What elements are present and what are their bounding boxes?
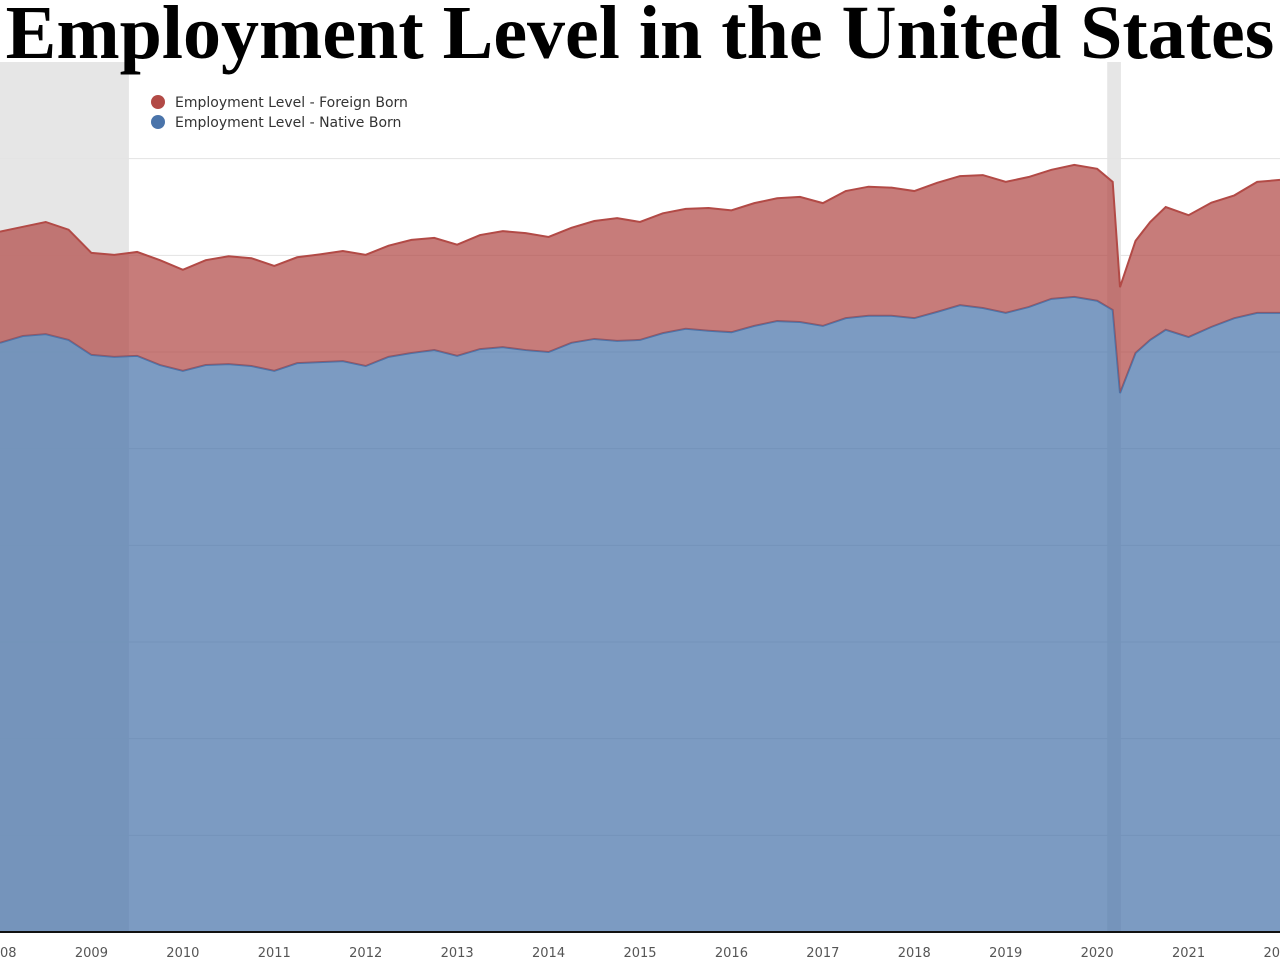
x-tick-label: 2011 <box>258 946 291 960</box>
x-tick-label: 2019 <box>989 946 1022 960</box>
x-tick-label: 2017 <box>806 946 839 960</box>
x-tick-label: 2015 <box>623 946 656 960</box>
legend-label: Employment Level - Native Born <box>175 115 401 131</box>
x-tick-label: 2013 <box>441 946 474 960</box>
legend-label: Employment Level - Foreign Born <box>175 95 408 111</box>
x-tick-label: 2012 <box>349 946 382 960</box>
x-tick-label: 2010 <box>166 946 199 960</box>
x-tick-label: 2009 <box>75 946 108 960</box>
legend-marker <box>151 95 165 109</box>
x-tick-label: 2022 <box>1263 946 1280 960</box>
area-edge <box>0 163 1280 288</box>
legend-marker <box>151 115 165 129</box>
chart-title: Employment Level in the United States <box>6 0 1275 75</box>
area <box>0 164 1280 394</box>
x-tick-label: 2018 <box>898 946 931 960</box>
x-tick-label: 2016 <box>715 946 748 960</box>
area <box>0 296 1280 932</box>
x-tick-label: 2008 <box>0 946 17 960</box>
x-tick-label: 2014 <box>532 946 565 960</box>
x-tick-label: 2020 <box>1081 946 1114 960</box>
x-tick-label: 2021 <box>1172 946 1205 960</box>
plot <box>0 62 1280 932</box>
